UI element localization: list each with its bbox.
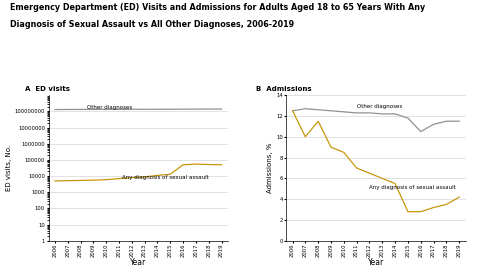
Y-axis label: Admissions, %: Admissions, %: [267, 143, 272, 193]
Text: A  ED visits: A ED visits: [25, 87, 70, 92]
Text: Diagnosis of Sexual Assault vs All Other Diagnoses, 2006-2019: Diagnosis of Sexual Assault vs All Other…: [10, 20, 293, 29]
Text: Any diagnosis of sexual assault: Any diagnosis of sexual assault: [121, 175, 208, 180]
Text: Other diagnoses: Other diagnoses: [356, 104, 401, 109]
Text: Emergency Department (ED) Visits and Admissions for Adults Aged 18 to 65 Years W: Emergency Department (ED) Visits and Adm…: [10, 3, 424, 12]
X-axis label: Year: Year: [130, 258, 146, 267]
Text: Any diagnosis of sexual assault: Any diagnosis of sexual assault: [369, 185, 455, 190]
Text: B  Admissions: B Admissions: [255, 87, 311, 92]
Y-axis label: ED visits, No.: ED visits, No.: [6, 145, 12, 191]
Text: Other diagnoses: Other diagnoses: [87, 104, 132, 109]
X-axis label: Year: Year: [367, 258, 383, 267]
